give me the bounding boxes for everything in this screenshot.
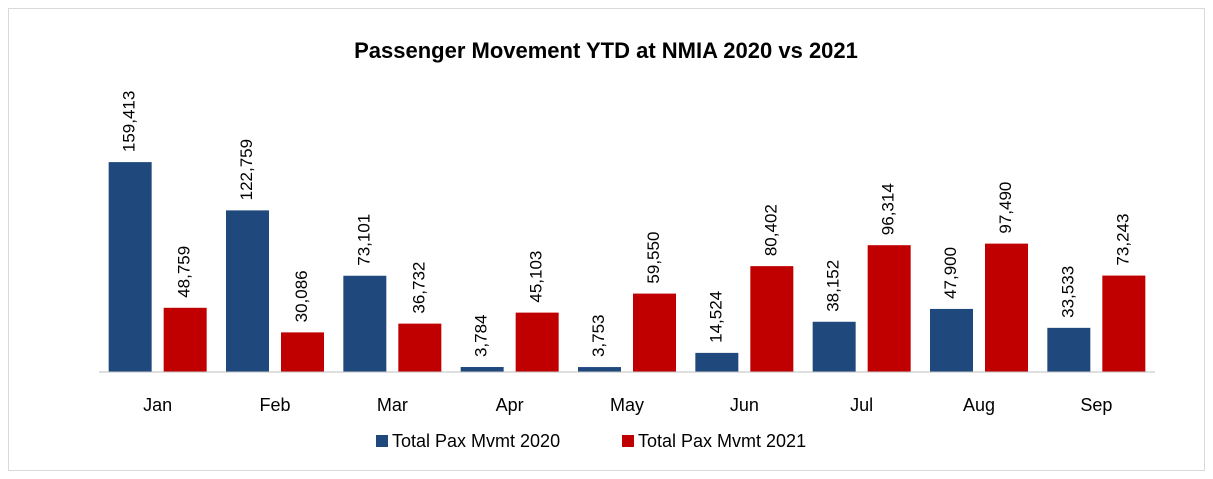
bar bbox=[985, 243, 1028, 372]
data-label: 45,103 bbox=[527, 251, 546, 303]
x-tick-label: Sep bbox=[1080, 395, 1112, 415]
bar bbox=[515, 312, 559, 372]
data-label: 33,533 bbox=[1058, 266, 1077, 318]
data-label: 38,152 bbox=[824, 260, 843, 312]
data-label: 159,413 bbox=[120, 91, 139, 152]
data-label: 59,550 bbox=[644, 232, 663, 284]
bar bbox=[633, 293, 676, 372]
chart-border bbox=[8, 8, 1205, 471]
bar bbox=[343, 275, 387, 372]
data-label: 73,101 bbox=[354, 214, 373, 266]
legend-label: Total Pax Mvmt 2021 bbox=[638, 431, 806, 451]
data-label: 122,759 bbox=[237, 139, 256, 200]
bar bbox=[812, 321, 856, 372]
bar bbox=[226, 210, 269, 372]
bar bbox=[398, 323, 442, 372]
bar bbox=[578, 367, 621, 372]
data-label: 3,753 bbox=[589, 315, 608, 358]
legend-swatch bbox=[376, 435, 388, 447]
bar bbox=[695, 352, 739, 372]
bar bbox=[1102, 275, 1146, 372]
data-label: 97,490 bbox=[996, 182, 1015, 234]
legend-label: Total Pax Mvmt 2020 bbox=[392, 431, 560, 451]
bar bbox=[867, 245, 911, 372]
data-label: 48,759 bbox=[175, 246, 194, 298]
data-label: 47,900 bbox=[941, 247, 960, 299]
x-tick-label: Jul bbox=[850, 395, 873, 415]
x-tick-label: Jun bbox=[730, 395, 759, 415]
x-tick-label: Mar bbox=[377, 395, 408, 415]
chart-title: Passenger Movement YTD at NMIA 2020 vs 2… bbox=[354, 38, 858, 63]
bar bbox=[163, 307, 207, 372]
data-label: 73,243 bbox=[1113, 214, 1132, 266]
data-label: 14,524 bbox=[706, 291, 725, 343]
data-label: 96,314 bbox=[879, 183, 898, 235]
bar bbox=[1047, 327, 1091, 372]
x-tick-label: Jan bbox=[143, 395, 172, 415]
bar bbox=[750, 266, 794, 372]
legend-swatch bbox=[622, 435, 634, 447]
x-tick-label: Apr bbox=[496, 395, 524, 415]
x-tick-label: Feb bbox=[259, 395, 290, 415]
data-label: 3,784 bbox=[472, 314, 491, 357]
x-tick-label: May bbox=[610, 395, 644, 415]
data-label: 30,086 bbox=[292, 270, 311, 322]
x-tick-label: Aug bbox=[963, 395, 995, 415]
data-label: 36,732 bbox=[409, 262, 428, 314]
data-label: 80,402 bbox=[761, 204, 780, 256]
bar bbox=[281, 332, 324, 372]
bar bbox=[460, 367, 504, 372]
bar bbox=[108, 162, 152, 372]
bar bbox=[930, 308, 973, 372]
